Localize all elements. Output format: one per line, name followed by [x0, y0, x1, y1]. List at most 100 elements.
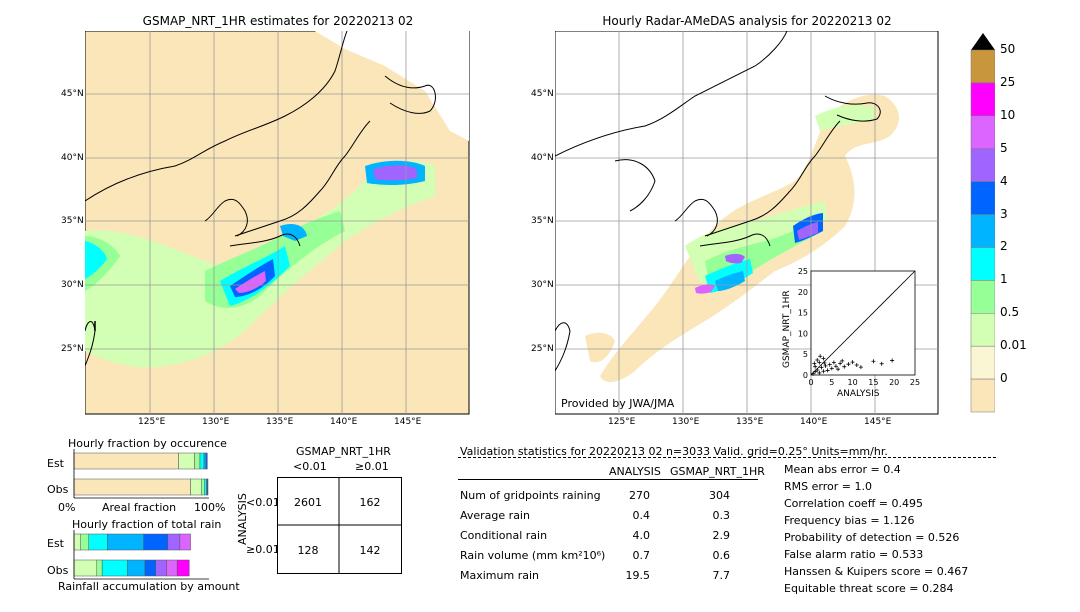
colorbar-label: 3	[1000, 206, 1008, 221]
colorbar-cell	[970, 181, 995, 215]
colorbar-label: 5	[1000, 140, 1008, 155]
colorbar-cell	[970, 247, 995, 281]
validation-col-analysis: ANALYSIS	[609, 465, 661, 478]
stat-label-volume: Rain volume (mm km²10⁶)	[460, 549, 606, 562]
scatter-ytick: 20	[798, 288, 808, 297]
stat-gsmap-volume: 0.6	[712, 549, 731, 562]
left-lon-140: 140°E	[330, 417, 358, 427]
occurrence-axis-right: 100%	[194, 501, 226, 514]
scatter-point	[831, 360, 836, 365]
right-map	[555, 31, 939, 415]
scatter-ytick: 10	[798, 329, 808, 338]
rain-total-bar-segment	[107, 533, 144, 551]
contingency-col-ge: ≥0.01	[355, 460, 389, 473]
occurrence-row-obs: Obs	[47, 483, 69, 496]
stat-analysis-gridpoints: 270	[629, 489, 650, 502]
rain-total-bar-segment	[73, 559, 98, 577]
contingency-d: 142	[359, 544, 381, 557]
stat-gsmap-average: 0.3	[712, 509, 731, 522]
colorbar-cell	[970, 345, 995, 380]
colorbar	[970, 33, 995, 413]
contingency-col-lt: <0.01	[293, 460, 327, 473]
scatter-point	[823, 363, 828, 368]
score-rms: RMS error = 1.0	[784, 480, 872, 493]
validation-col-gsmap: GSMAP_NRT_1HR	[670, 465, 765, 478]
stat-analysis-conditional: 4.0	[632, 529, 651, 542]
contingency-grid	[277, 477, 402, 574]
score-ets: Equitable threat score = 0.284	[784, 582, 954, 595]
scatter-point	[815, 368, 820, 373]
occurrence-bar-segment	[190, 478, 202, 496]
colorbar-cell	[970, 82, 995, 117]
scatter-xtick: 5	[829, 378, 834, 387]
scatter-xtick: 25	[910, 378, 920, 387]
score-hk: Hanssen & Kuipers score = 0.467	[784, 565, 969, 578]
scatter-point	[818, 354, 823, 359]
rain-total-axis-label: Rainfall accumulation by amount	[58, 580, 240, 593]
scatter-point	[871, 359, 876, 364]
scatter-point	[822, 360, 827, 365]
scatter-xlabel: ANALYSIS	[837, 389, 880, 399]
rain-total-bar-segment	[144, 559, 156, 577]
occurrence-bar-segment	[199, 452, 205, 470]
rain-total-chart	[73, 530, 209, 580]
rain-total-bar-segment	[96, 559, 103, 577]
scatter-point	[812, 361, 817, 366]
left-lat-30: 30°N	[61, 280, 84, 290]
colorbar-cell	[970, 378, 995, 413]
score-corr: Correlation coeff = 0.495	[784, 497, 923, 510]
scatter-ytick: 25	[798, 267, 808, 276]
right-lon-145: 145°E	[864, 417, 892, 427]
scatter-inset: 00 5 5 10 10 15 15 20 20 25 25	[798, 267, 920, 387]
credit-text: Provided by JWA/JMA	[561, 397, 675, 410]
scatter-point	[827, 362, 832, 367]
occurrence-title: Hourly fraction by occurence	[68, 437, 227, 450]
scatter-ylabel: GSMAP_NRT_1HR	[782, 290, 792, 368]
occurrence-bar-segment	[207, 478, 209, 496]
scatter-point	[821, 356, 826, 361]
right-lat-40: 40°N	[531, 153, 554, 163]
scatter-point	[838, 361, 843, 366]
stat-gsmap-conditional: 2.9	[712, 529, 731, 542]
contingency-c: 128	[297, 544, 319, 557]
scatter-point	[813, 369, 818, 374]
scatter-xtick: 0	[808, 378, 813, 387]
scatter-point	[879, 361, 884, 366]
right-lon-135: 135°E	[736, 417, 764, 427]
scatter-point	[817, 370, 822, 375]
rain-total-bar-segment	[176, 559, 190, 577]
right-lon-140: 140°E	[800, 417, 828, 427]
validation-divider	[458, 457, 996, 458]
scatter-point	[854, 363, 859, 368]
right-lat-45: 45°N	[531, 89, 554, 99]
occurrence-chart	[73, 449, 209, 499]
rain-total-bar-segment	[179, 533, 191, 551]
right-lon-130: 130°E	[672, 417, 700, 427]
left-lon-125: 125°E	[138, 417, 166, 427]
right-lat-35: 35°N	[531, 216, 554, 226]
scatter-xtick: 20	[889, 378, 899, 387]
colorbar-label: 50	[1000, 42, 1016, 56]
colorbar-label: 0.01	[1000, 338, 1027, 353]
scatter-ytick: 0	[803, 371, 808, 380]
occurrence-bar-segment	[194, 452, 201, 470]
occurrence-axis-mid: Areal fraction	[102, 501, 177, 514]
rain-total-bar-segment	[127, 559, 146, 577]
stat-label-maximum: Maximum rain	[460, 569, 539, 582]
colorbar-cell	[970, 313, 995, 347]
colorbar-label: 1	[1000, 272, 1008, 287]
scatter-point	[811, 371, 816, 376]
stat-label-conditional: Conditional rain	[460, 529, 548, 542]
stat-analysis-average: 0.4	[632, 509, 651, 522]
stat-analysis-volume: 0.7	[632, 549, 651, 562]
rain-total-row-est: Est	[47, 537, 64, 550]
scatter-ytick: 5	[803, 350, 808, 359]
occurrence-bar-segment	[178, 452, 195, 470]
right-lat-30: 30°N	[531, 280, 554, 290]
left-lat-40: 40°N	[61, 153, 84, 163]
colorbar-label: 4	[1000, 173, 1008, 188]
right-lon-125: 125°E	[608, 417, 636, 427]
occurrence-bar-segment	[73, 452, 179, 470]
left-map-title: GSMAP_NRT_1HR estimates for 20220213 02	[142, 14, 414, 28]
stat-label-gridpoints: Num of gridpoints raining	[460, 489, 601, 502]
